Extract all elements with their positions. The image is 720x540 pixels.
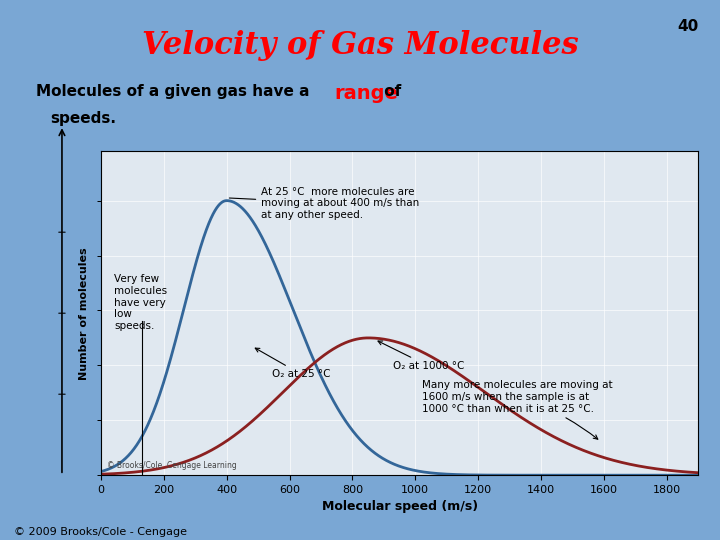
Text: speeds.: speeds.: [50, 111, 117, 126]
Text: Many more molecules are moving at
1600 m/s when the sample is at
1000 °C than wh: Many more molecules are moving at 1600 m…: [422, 381, 612, 439]
Text: 40: 40: [677, 19, 698, 34]
Y-axis label: Number of molecules: Number of molecules: [79, 247, 89, 380]
Text: Molecules of a given gas have a: Molecules of a given gas have a: [36, 84, 315, 99]
Text: of: of: [379, 84, 402, 99]
Text: O₂ at 25 °C: O₂ at 25 °C: [256, 348, 330, 380]
Text: At 25 °C  more molecules are
moving at about 400 m/s than
at any other speed.: At 25 °C more molecules are moving at ab…: [230, 187, 420, 220]
Text: © 2009 Brooks/Cole - Cengage: © 2009 Brooks/Cole - Cengage: [14, 527, 187, 537]
Text: Velocity of Gas Molecules: Velocity of Gas Molecules: [142, 30, 578, 60]
X-axis label: Molecular speed (m/s): Molecular speed (m/s): [322, 501, 477, 514]
Text: Very few
molecules
have very
low
speeds.: Very few molecules have very low speeds.: [114, 274, 167, 330]
Text: O₂ at 1000 °C: O₂ at 1000 °C: [378, 341, 464, 372]
Text: © Brooks/Cole  Cengage Learning: © Brooks/Cole Cengage Learning: [107, 461, 237, 470]
Text: range: range: [335, 84, 399, 103]
